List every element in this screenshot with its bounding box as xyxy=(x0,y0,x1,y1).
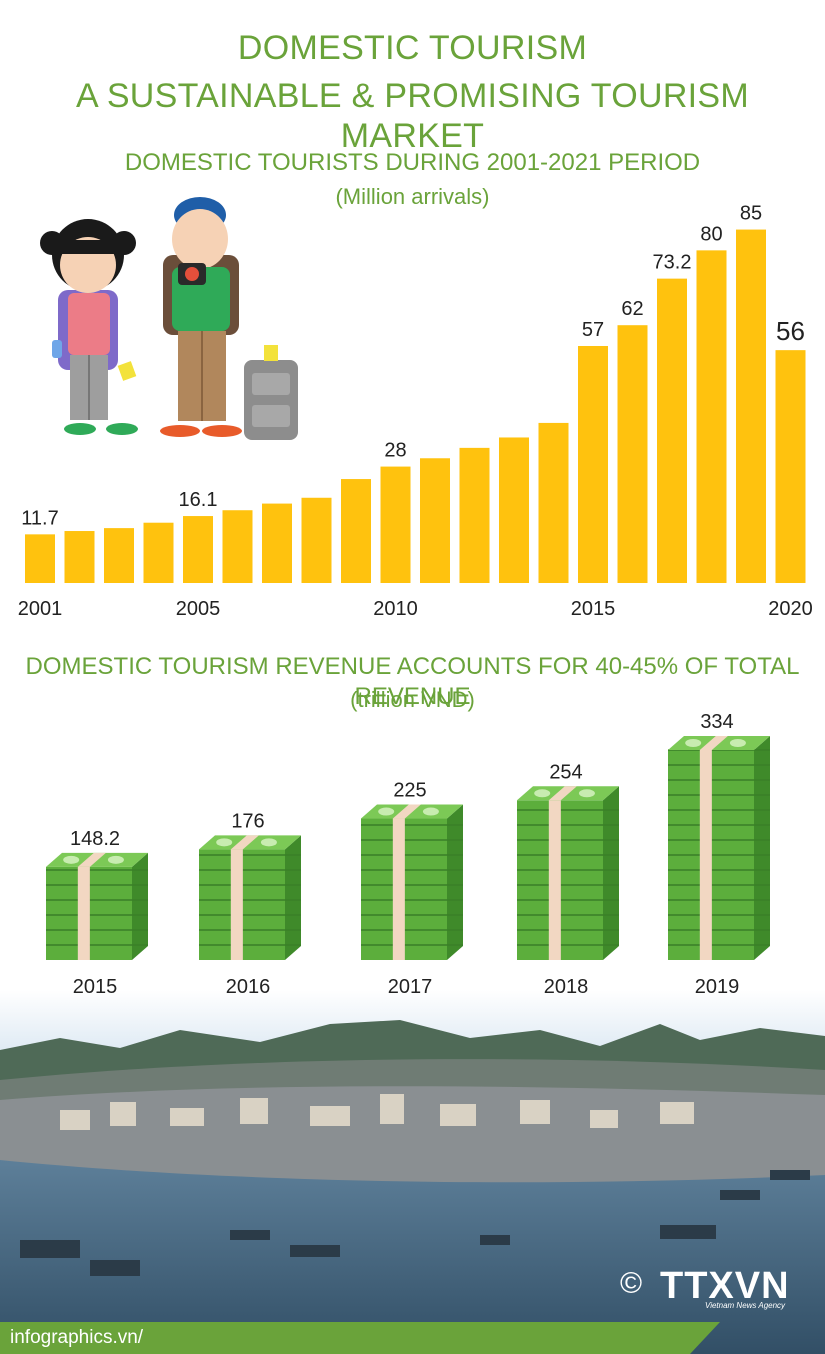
value-label-2017: 73.2 xyxy=(653,252,692,274)
page-title-line2: A SUSTAINABLE & PROMISING TOURISM MARKET xyxy=(75,77,750,155)
bar-2006 xyxy=(222,510,253,583)
value-label-2015: 57 xyxy=(582,319,604,341)
money-stack-2015 xyxy=(46,852,148,960)
bar-2007 xyxy=(262,503,292,583)
value-label-2001: 11.7 xyxy=(21,507,58,529)
value-label-2015: 148.2 xyxy=(70,828,120,850)
tick-label-2015: 2015 xyxy=(571,598,616,620)
category-label-2018: 2018 xyxy=(544,976,589,998)
ttxvn-logo: TTXVN xyxy=(660,1265,790,1307)
bar-2004 xyxy=(143,522,174,583)
category-label-2019: 2019 xyxy=(695,976,740,998)
bar-2010 xyxy=(380,466,411,583)
money-stack-2017 xyxy=(361,804,463,960)
chart2-unit: (trillion VND) xyxy=(350,687,475,712)
tick-label-2001: 2001 xyxy=(18,598,63,620)
bar-2005 xyxy=(183,516,213,583)
tick-label-2010: 2010 xyxy=(373,598,418,620)
bar-2016 xyxy=(617,325,648,583)
chart2-title: DOMESTIC TOURISM REVENUE ACCOUNTS FOR 40… xyxy=(25,653,800,710)
page-title-line1: DOMESTIC TOURISM xyxy=(237,29,588,67)
tick-label-2005: 2005 xyxy=(176,598,221,620)
bar-2008 xyxy=(301,497,332,583)
boy-figure xyxy=(160,197,298,440)
value-label-2018: 254 xyxy=(549,761,582,783)
footer-bar xyxy=(0,1322,720,1354)
coastal-city-photo xyxy=(0,990,825,1354)
footer-site-link[interactable]: infographics.vn/ xyxy=(10,1327,144,1348)
chart1-unit: (Million arrivals) xyxy=(335,184,490,209)
category-label-2017: 2017 xyxy=(388,976,433,998)
bar-2001 xyxy=(25,534,55,583)
value-label-2016: 176 xyxy=(231,810,264,832)
value-label-2016: 62 xyxy=(621,298,643,320)
revenue-chart: 148.2 2015 176 2016 225 2017 254 2018 334 2019 xyxy=(46,711,770,998)
value-label-2005: 16.1 xyxy=(179,489,218,511)
value-label-2020: 56 xyxy=(776,316,805,346)
chart1-title: DOMESTIC TOURISTS DURING 2001-2021 PERIO… xyxy=(124,149,701,176)
bar-2013 xyxy=(499,437,529,583)
value-label-2019: 85 xyxy=(740,203,762,225)
value-label-2019: 334 xyxy=(700,711,733,733)
value-label-2017: 225 xyxy=(393,780,426,802)
bar-2002 xyxy=(64,531,95,583)
bar-2009 xyxy=(341,479,371,583)
value-label-2010: 28 xyxy=(384,440,406,462)
ttxvn-logo-subtext: Vietnam News Agency xyxy=(705,1301,786,1310)
bar-2018 xyxy=(696,250,727,584)
bar-2003 xyxy=(104,528,134,583)
girl-figure xyxy=(40,219,138,435)
tourist-couple-illustration xyxy=(40,197,298,440)
bar-2017 xyxy=(657,278,687,583)
category-label-2016: 2016 xyxy=(226,976,271,998)
domestic-tourists-chart: 11.7 2001 16.1 2005 28 2010 57 2015 62 73.2 80 85 56… xyxy=(18,203,813,620)
value-label-2018: 80 xyxy=(700,223,722,245)
category-label-2015: 2015 xyxy=(73,976,118,998)
tick-label-2020: 2020 xyxy=(768,598,813,620)
bar-2015 xyxy=(578,345,608,583)
money-stack-2016 xyxy=(199,835,301,960)
bar-2011 xyxy=(420,458,450,583)
bar-2019 xyxy=(736,229,766,583)
bar-2014 xyxy=(538,422,569,583)
bar-2020 xyxy=(775,350,806,583)
money-stack-2018 xyxy=(517,786,619,960)
money-stack-2019 xyxy=(668,736,770,960)
copyright-icon: © xyxy=(620,1267,643,1300)
bar-2012 xyxy=(459,447,490,583)
